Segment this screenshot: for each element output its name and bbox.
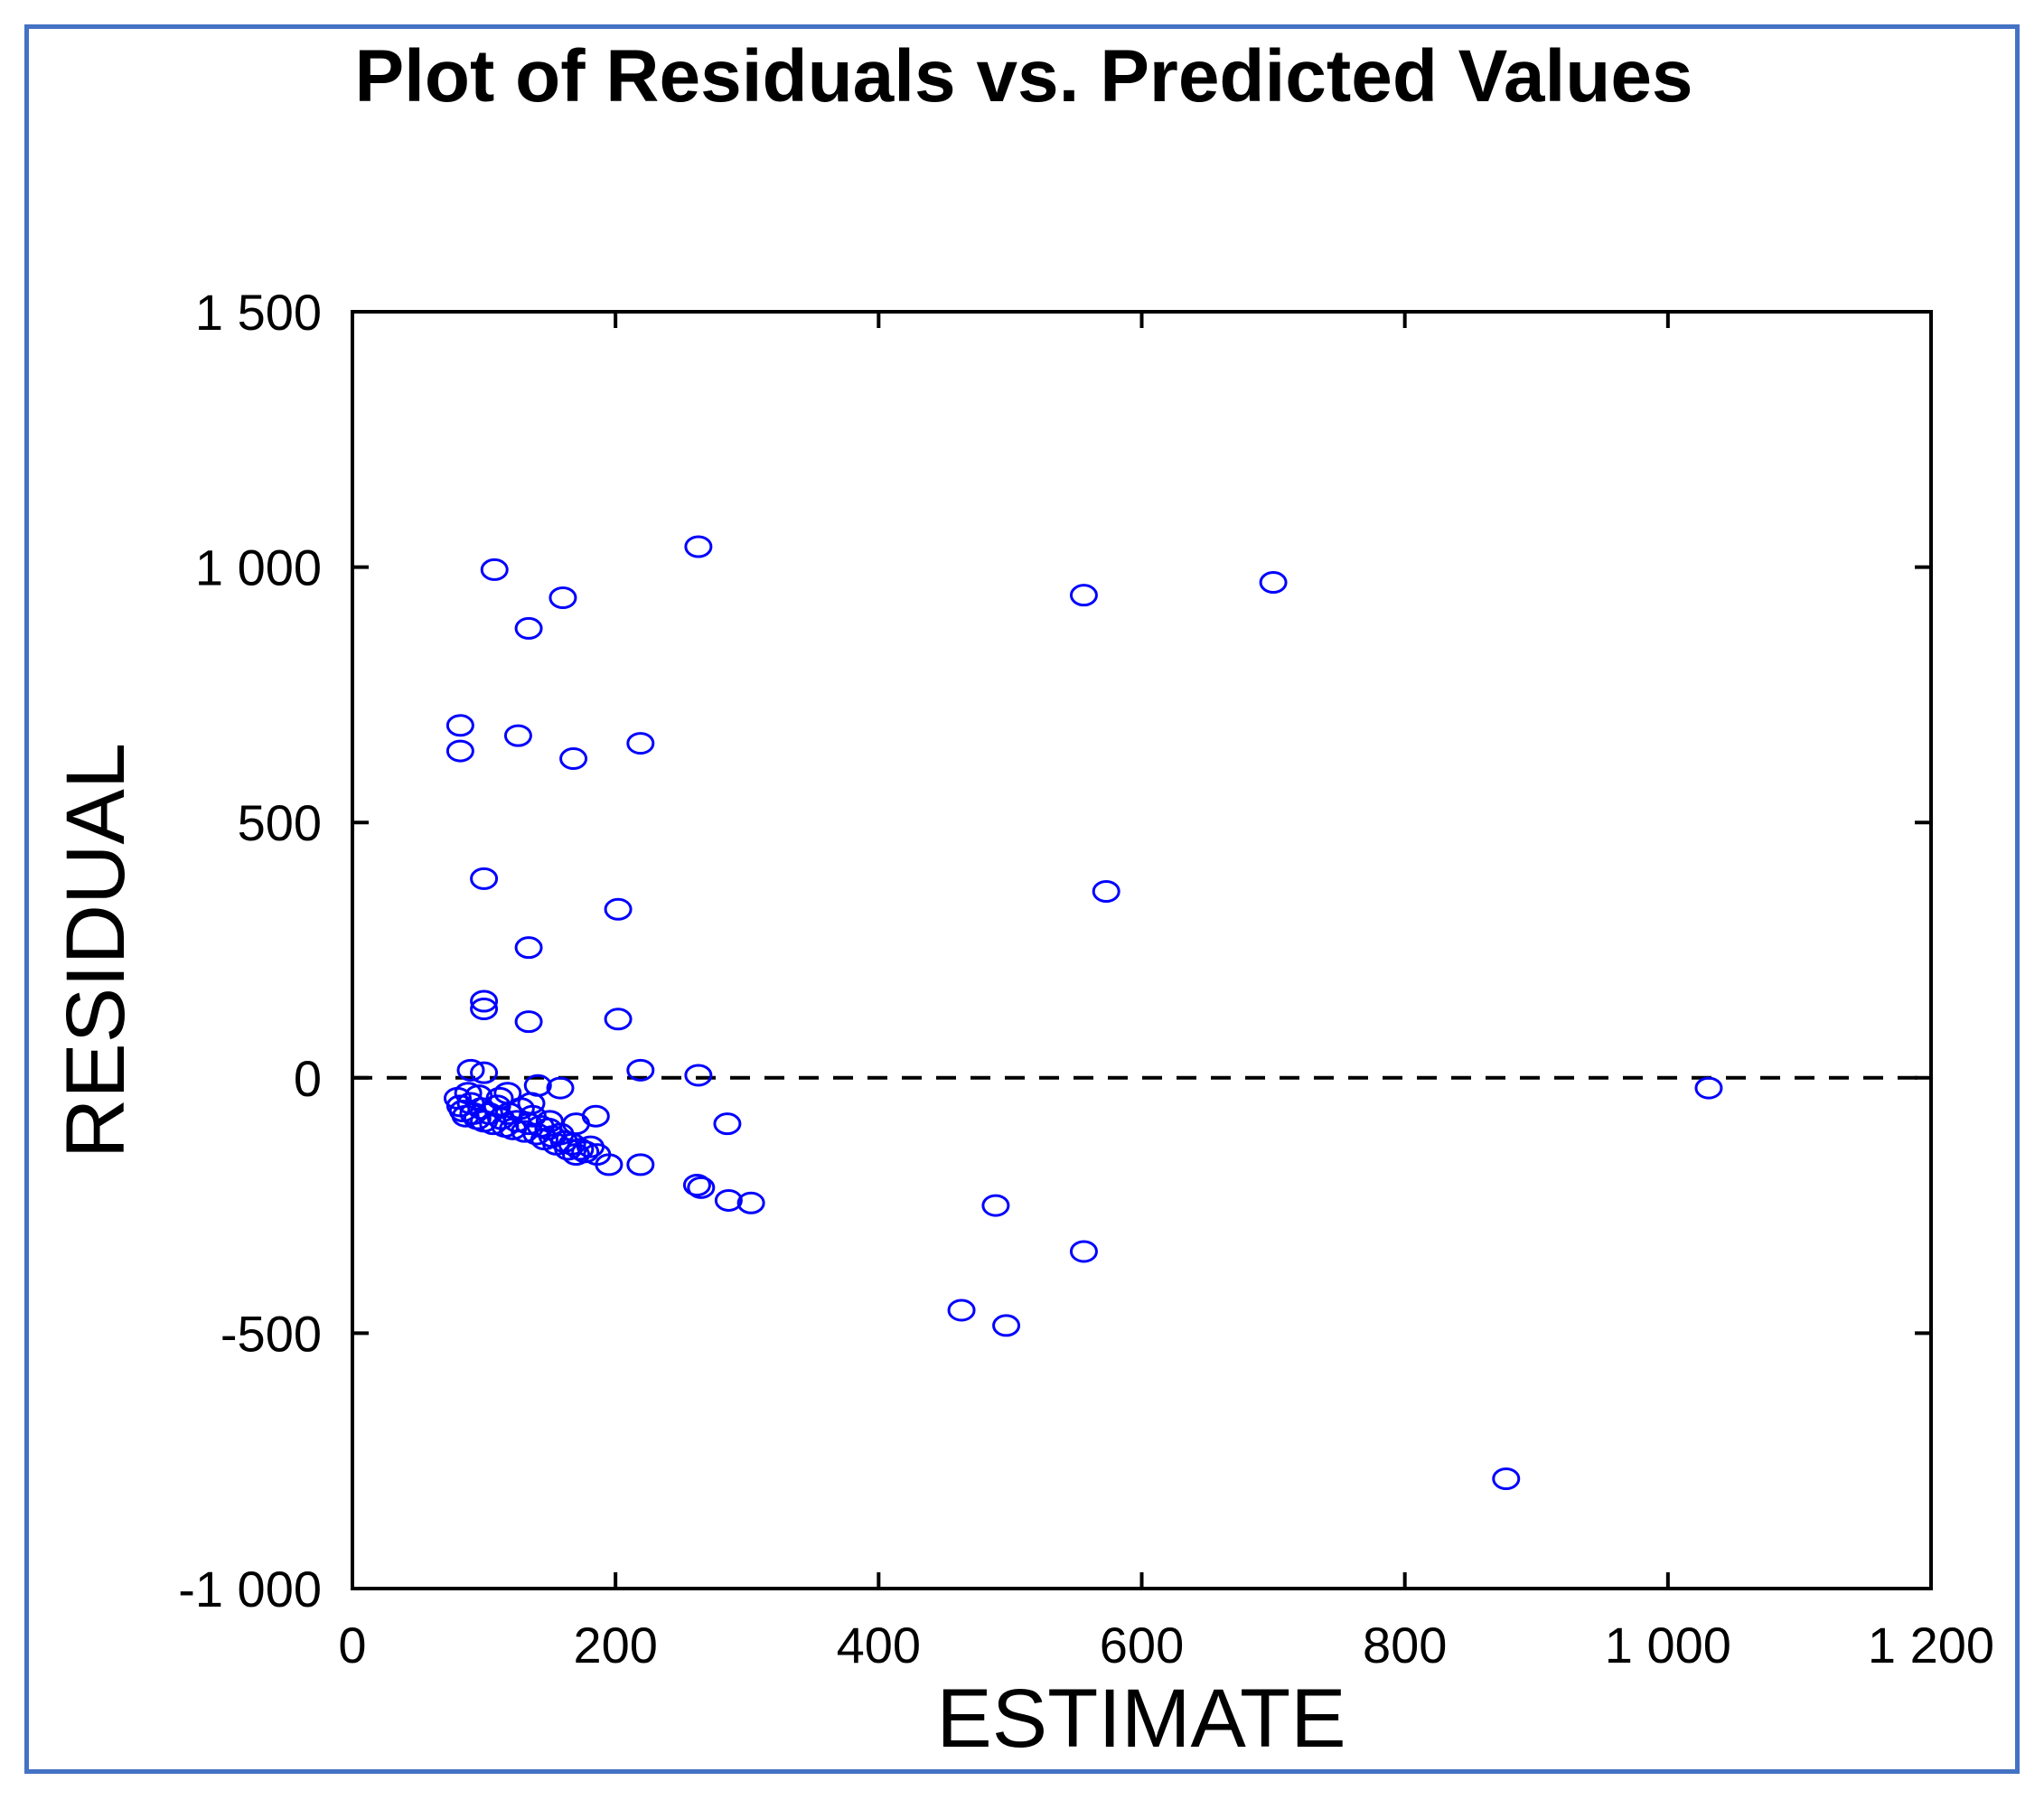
data-point [456, 1058, 485, 1082]
data-point [1069, 584, 1098, 607]
data-point [445, 714, 474, 737]
data-point [1492, 1467, 1521, 1490]
data-point [595, 1153, 624, 1177]
data-point [470, 989, 499, 1013]
data-point [517, 1092, 546, 1115]
x-tick-label: 1 200 [1868, 1617, 1994, 1673]
x-tick-label: 1 000 [1605, 1617, 1731, 1673]
axis-ticks: 0 200 400 600 800 1 000 1 200 -1 000 -500 0 500 1 0… [178, 284, 1994, 1673]
x-tick-label: 600 [1100, 1617, 1184, 1673]
data-point [546, 1076, 575, 1100]
data-point [514, 936, 543, 960]
x-axis-label: ESTIMATE [936, 1673, 1345, 1765]
data-point [559, 747, 588, 771]
y-tick-label: 500 [238, 794, 322, 851]
plot-border [351, 310, 1933, 1590]
data-point [554, 1138, 583, 1161]
x-tick-label: 800 [1363, 1617, 1447, 1673]
y-axis-label: RESIDUAL [50, 743, 142, 1158]
data-point [684, 1064, 713, 1087]
data-point [1259, 571, 1288, 595]
y-tick-label: 0 [294, 1050, 322, 1107]
data-point [626, 1153, 655, 1177]
plot-axes [351, 310, 1933, 1590]
data-point [470, 867, 499, 890]
y-tick-label: -1 000 [178, 1561, 322, 1617]
data-point [1069, 1240, 1098, 1263]
data-point [485, 1086, 514, 1110]
data-point [981, 1194, 1010, 1217]
x-tick-label: 400 [837, 1617, 921, 1673]
data-point [549, 586, 577, 610]
data-point [687, 1176, 716, 1199]
data-point [535, 1110, 564, 1133]
data-point [1694, 1076, 1723, 1100]
chart-frame [24, 24, 2020, 1774]
data-point [684, 535, 713, 558]
data-point [714, 1188, 743, 1212]
data-point [626, 732, 655, 755]
data-points [443, 535, 1723, 1490]
data-point [514, 616, 543, 640]
y-tick-label: 1 000 [195, 539, 322, 596]
data-point [992, 1314, 1021, 1337]
chart-title: Plot of Residuals vs. Predicted Values [354, 35, 1692, 117]
data-point [682, 1173, 711, 1196]
data-point [470, 997, 499, 1020]
data-point [736, 1191, 765, 1214]
data-point [464, 1084, 493, 1108]
data-point [1092, 880, 1120, 904]
data-point [626, 1058, 655, 1082]
data-point [604, 897, 633, 921]
data-point [445, 739, 474, 763]
data-point [713, 1112, 742, 1136]
x-tick-label: 200 [573, 1617, 657, 1673]
data-point [571, 1140, 600, 1164]
data-point [604, 1008, 633, 1031]
y-tick-label: 1 500 [195, 284, 322, 341]
y-tick-label: -500 [220, 1305, 322, 1362]
data-point [480, 558, 509, 581]
data-point [947, 1298, 976, 1322]
data-point [514, 1010, 543, 1034]
data-point [493, 1082, 522, 1105]
x-tick-label: 0 [338, 1617, 366, 1673]
data-point [470, 1061, 499, 1084]
data-point [503, 724, 532, 747]
data-point [581, 1104, 610, 1128]
